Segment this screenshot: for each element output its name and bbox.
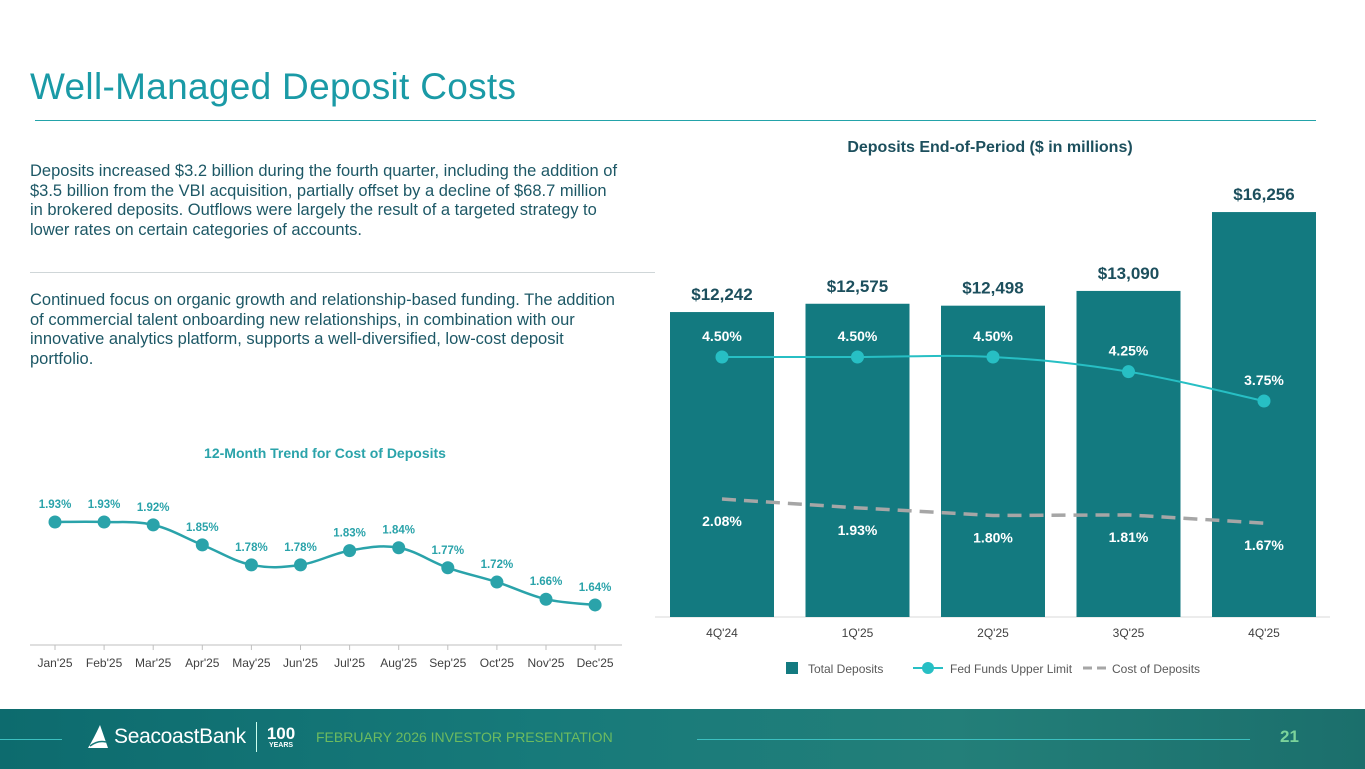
deposit-bar-label: $12,242 [691,285,752,304]
deposits-x-label: 2Q'25 [977,626,1009,640]
trend-x-label: Mar'25 [135,656,172,670]
trend-point [97,515,111,529]
paragraph-organic-growth: Continued focus on organic growth and re… [30,291,615,368]
trend-data-label: 1.72% [481,559,514,571]
trend-x-label: Feb'25 [86,656,123,670]
legend-total-deposits: Total Deposits [808,662,883,676]
trend-line [54,520,596,607]
sail-icon [88,725,108,748]
page-number: 21 [1280,727,1299,746]
cost-of-deposits-label: 1.93% [838,522,878,538]
cost-of-deposits-label: 1.81% [1109,529,1149,545]
anniversary-word: YEARS [268,742,294,749]
trend-point [294,558,307,572]
trend-point [244,558,258,572]
deposits-x-label: 4Q'25 [1248,626,1280,640]
trend-x-label: Aug'25 [380,656,417,670]
cost-of-deposits-line [721,497,1265,525]
trend-data-label: 1.78% [284,542,317,554]
trend-data-label: 1.84% [382,525,415,537]
trend-x-label: Apr'25 [185,656,220,670]
fed-funds-point [1257,394,1271,408]
cost-of-deposits-label: 1.80% [973,529,1013,545]
trend-x-label: Jan'25 [38,656,73,670]
paragraph-divider [30,272,655,273]
page-title: Well-Managed Deposit Costs [30,66,517,107]
deposits-x-label: 4Q'24 [706,626,738,640]
fed-funds-label: 4.25% [1109,343,1149,359]
fed-funds-label: 4.50% [973,328,1013,344]
deposits-chart-title: Deposits End-of-Period ($ in millions) [847,139,1132,156]
trend-point [392,541,406,555]
footer-line-left [0,739,62,740]
deposit-bar [1212,212,1316,617]
title-rule [35,120,1316,121]
trend-chart-title: 12-Month Trend for Cost of Deposits [204,445,446,461]
brand-name: SeacoastBank [114,725,246,748]
fed-funds-label: 4.50% [702,328,742,344]
footer-line-right [697,739,1250,740]
trend-data-label: 1.78% [235,542,268,554]
presentation-title: FEBRUARY 2026 INVESTOR PRESENTATION [316,729,613,745]
trend-data-label: 1.83% [333,528,366,540]
seacoast-logo: SeacoastBank 100 YEARS [86,722,295,752]
deposit-bar-label: $12,575 [827,277,888,296]
trend-x-label: Sep'25 [429,656,466,670]
trend-data-label: 1.66% [530,576,563,588]
trend-x-label: Jun'25 [283,656,318,670]
deposits-x-label: 3Q'25 [1113,626,1145,640]
trend-data-label: 1.64% [579,582,612,594]
trend-point [441,561,455,575]
trend-x-label: Nov'25 [528,656,565,670]
trend-point [539,592,553,606]
fed-funds-point [715,350,729,364]
deposit-bar-label: $12,498 [962,279,1023,298]
charts-canvas: 12-Month Trend for Cost of Deposits 1.93%… [30,139,1330,676]
cost-of-deposits-label: 2.08% [702,513,742,529]
trend-x-label: Dec'25 [577,656,614,670]
trend-point [490,575,504,589]
trend-data-label: 1.93% [88,499,121,511]
legend-total-deposits-swatch [786,662,798,674]
anniversary-number: 100 [266,724,296,743]
fed-funds-label: 3.75% [1244,372,1284,388]
cost-of-deposits-label: 1.67% [1244,537,1284,553]
deposit-bar-label: $16,256 [1233,185,1294,204]
deposit-bar [1076,290,1181,617]
trend-data-label: 1.85% [186,522,219,534]
fed-funds-point [986,350,1000,364]
fed-funds-point [1122,365,1135,379]
fed-funds-point [851,350,864,364]
trend-data-label: 1.77% [431,545,464,557]
trend-point [343,544,357,558]
trend-data-label: 1.93% [39,499,72,511]
trend-x-label: Oct'25 [480,656,515,670]
deposit-bar-label: $13,090 [1098,264,1159,283]
legend-fed-funds-marker [922,662,934,674]
legend-fed-funds: Fed Funds Upper Limit [950,662,1073,676]
deposits-x-label: 1Q'25 [842,626,874,640]
trend-point [146,518,160,532]
legend-cost-of-deposits: Cost of Deposits [1112,662,1200,676]
logo-separator [255,722,257,752]
trend-x-label: Jul'25 [334,656,365,670]
paragraph-deposits-increase: Deposits increased $3.2 billion during t… [30,162,618,239]
trend-point [48,515,62,529]
trend-point [588,598,602,612]
anniversary-badge: 100 YEARS [267,725,295,749]
trend-data-label: 1.92% [137,502,170,514]
fed-funds-label: 4.50% [838,328,878,344]
trend-x-label: May'25 [232,656,271,670]
trend-point [195,538,209,552]
